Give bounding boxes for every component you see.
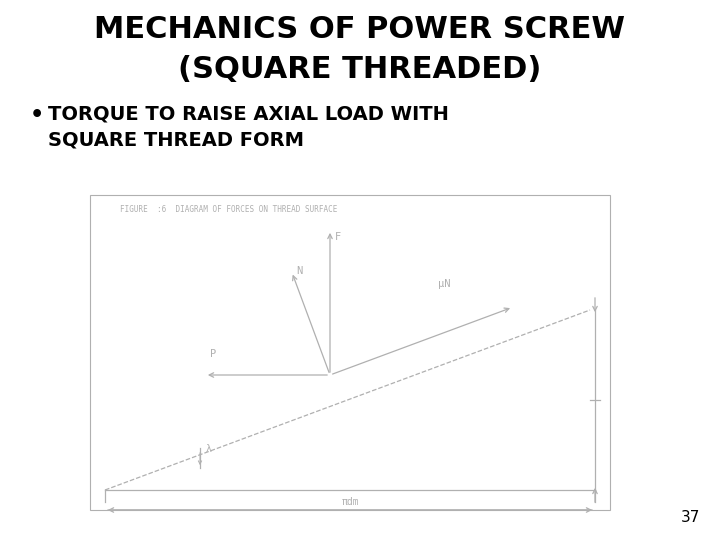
Text: (SQUARE THREADED): (SQUARE THREADED) [179, 55, 541, 84]
Text: 37: 37 [680, 510, 700, 525]
Text: •: • [30, 105, 44, 125]
Text: TORQUE TO RAISE AXIAL LOAD WITH: TORQUE TO RAISE AXIAL LOAD WITH [48, 105, 449, 124]
Text: F: F [335, 232, 341, 242]
Text: μN: μN [438, 279, 450, 289]
Text: N: N [297, 266, 303, 276]
Text: MECHANICS OF POWER SCREW: MECHANICS OF POWER SCREW [94, 15, 626, 44]
Text: P: P [210, 349, 216, 359]
Text: λ: λ [206, 444, 212, 454]
Text: πdm: πdm [341, 497, 359, 507]
Text: SQUARE THREAD FORM: SQUARE THREAD FORM [48, 130, 304, 149]
Bar [90, 195, 610, 510]
Text: FIGURE  :6  DIAGRAM OF FORCES ON THREAD SURFACE: FIGURE :6 DIAGRAM OF FORCES ON THREAD SU… [120, 205, 338, 214]
